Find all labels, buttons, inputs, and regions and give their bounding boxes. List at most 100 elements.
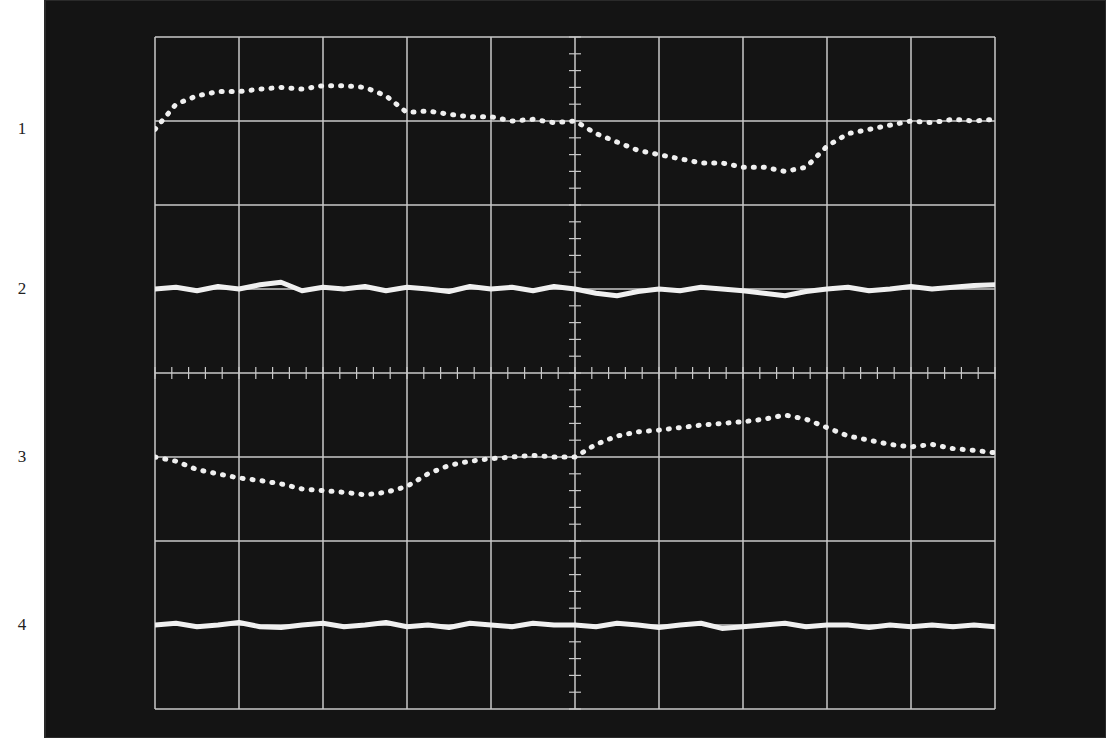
minor-tick <box>406 367 407 379</box>
minor-tick <box>569 339 581 340</box>
minor-tick <box>569 305 581 306</box>
minor-tick <box>272 367 273 379</box>
grid-line-x <box>658 37 660 709</box>
minor-tick <box>569 591 581 592</box>
minor-tick <box>944 367 945 379</box>
minor-tick <box>569 658 581 659</box>
minor-tick <box>569 154 581 155</box>
minor-tick <box>569 221 581 222</box>
minor-tick <box>569 406 581 407</box>
minor-tick <box>222 367 223 379</box>
minor-tick <box>569 104 581 105</box>
grid-line-y <box>155 708 995 710</box>
minor-tick <box>569 322 581 323</box>
grid-line-y <box>155 36 995 38</box>
minor-tick <box>569 540 581 541</box>
minor-tick <box>569 574 581 575</box>
minor-tick <box>759 367 760 379</box>
minor-tick <box>569 372 581 373</box>
minor-tick <box>742 367 743 379</box>
minor-tick <box>591 367 592 379</box>
minor-tick <box>642 367 643 379</box>
minor-tick <box>306 367 307 379</box>
minor-tick <box>860 367 861 379</box>
minor-tick <box>558 367 559 379</box>
minor-tick <box>569 356 581 357</box>
minor-tick <box>569 675 581 676</box>
minor-tick <box>569 53 581 54</box>
minor-tick <box>322 367 323 379</box>
minor-tick <box>894 367 895 379</box>
minor-tick <box>709 367 710 379</box>
minor-tick <box>541 367 542 379</box>
minor-tick <box>961 367 962 379</box>
minor-tick <box>569 524 581 525</box>
minor-tick <box>339 367 340 379</box>
grid-line-x <box>994 37 996 709</box>
minor-tick <box>793 367 794 379</box>
minor-tick <box>910 367 911 379</box>
grid-line-y <box>155 372 995 374</box>
minor-tick <box>608 367 609 379</box>
minor-tick <box>154 367 155 379</box>
grid-line-x <box>406 37 408 709</box>
minor-tick <box>877 367 878 379</box>
chart: 1 2 3 4 <box>0 0 1106 738</box>
minor-tick <box>205 367 206 379</box>
trace <box>155 623 995 629</box>
grid-line-x <box>238 37 240 709</box>
minor-tick <box>440 367 441 379</box>
channel-label: 2 <box>18 279 27 298</box>
minor-tick <box>569 137 581 138</box>
grid-line-y <box>155 204 995 206</box>
minor-tick <box>569 708 581 709</box>
grid <box>155 37 995 709</box>
minor-tick <box>569 70 581 71</box>
minor-tick <box>978 367 979 379</box>
minor-tick <box>569 692 581 693</box>
minor-tick <box>625 367 626 379</box>
minor-tick <box>238 367 239 379</box>
minor-tick <box>569 641 581 642</box>
minor-tick <box>569 87 581 88</box>
minor-tick <box>171 367 172 379</box>
channel-label: 3 <box>18 447 27 466</box>
minor-tick <box>507 367 508 379</box>
minor-tick <box>569 188 581 189</box>
minor-tick <box>474 367 475 379</box>
grid-line-x <box>154 37 156 709</box>
grid-line-x <box>742 37 744 709</box>
minor-tick <box>490 367 491 379</box>
minor-tick <box>569 490 581 491</box>
minor-tick <box>658 367 659 379</box>
minor-tick <box>692 367 693 379</box>
minor-tick <box>776 367 777 379</box>
trace <box>155 86 995 172</box>
minor-tick <box>826 367 827 379</box>
minor-tick <box>188 367 189 379</box>
grid-line-x <box>322 37 324 709</box>
minor-tick <box>927 367 928 379</box>
grid-line-y <box>155 540 995 542</box>
minor-tick <box>569 36 581 37</box>
minor-tick <box>810 367 811 379</box>
minor-tick <box>255 367 256 379</box>
minor-tick <box>569 255 581 256</box>
minor-tick <box>390 367 391 379</box>
minor-tick <box>569 557 581 558</box>
channel-label: 4 <box>18 615 27 634</box>
minor-tick <box>373 367 374 379</box>
minor-tick <box>356 367 357 379</box>
minor-tick <box>569 507 581 508</box>
minor-tick <box>569 389 581 390</box>
channel-label: 1 <box>18 119 27 138</box>
screen <box>45 0 1106 738</box>
minor-tick <box>994 367 995 379</box>
minor-tick <box>569 272 581 273</box>
traces <box>155 86 995 629</box>
grid-line-x <box>910 37 912 709</box>
minor-tick <box>569 473 581 474</box>
minor-tick <box>569 238 581 239</box>
minor-tick <box>843 367 844 379</box>
trace <box>155 282 995 295</box>
